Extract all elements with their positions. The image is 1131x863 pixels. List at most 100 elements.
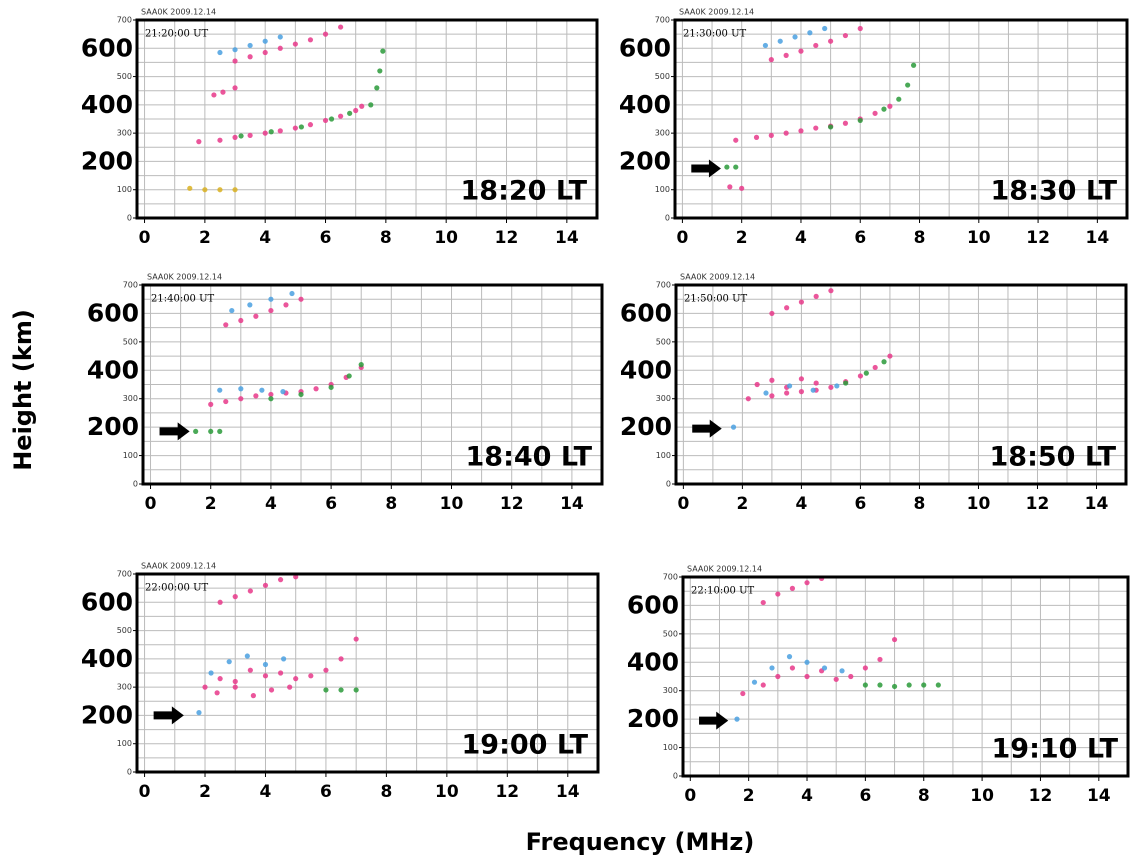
trace-point	[804, 580, 810, 586]
trace-point	[253, 313, 259, 319]
trace-point	[232, 684, 238, 690]
trace-point	[280, 389, 286, 395]
trace-point	[374, 85, 380, 91]
x-tick-label: 14	[1086, 228, 1110, 248]
plot-frame	[673, 18, 1129, 220]
x-tick-label: 6	[320, 228, 332, 248]
y-tick-label: 100	[123, 451, 138, 460]
trace-point	[268, 296, 274, 302]
trace-point	[783, 130, 789, 136]
trace-point	[804, 659, 810, 665]
y-tick-label: 0	[127, 214, 132, 223]
station-label: SAA0K 2009.12.14	[679, 8, 754, 17]
x-tick-label: 12	[1026, 494, 1050, 514]
y-major-tick-label: 400	[619, 90, 671, 119]
trace-point	[730, 424, 737, 430]
trace-point	[307, 37, 314, 43]
x-tick-label: 12	[1029, 786, 1053, 806]
trace-point	[754, 381, 760, 388]
trace-point	[217, 599, 223, 605]
trace-point	[857, 373, 864, 379]
trace-point	[863, 370, 869, 376]
trace-point	[217, 676, 223, 682]
trace-point	[338, 687, 344, 693]
x-tick-label: 8	[914, 228, 926, 248]
trace-point	[232, 85, 238, 91]
y-major-tick-label: 200	[627, 704, 679, 733]
x-tick-label: 10	[440, 494, 464, 514]
trace-point	[353, 636, 359, 642]
trace-point	[308, 673, 314, 679]
ut-label: 21:30:00 UT	[683, 29, 747, 40]
x-tick-label: 10	[967, 494, 991, 514]
trace-point	[211, 92, 217, 98]
trace-point	[238, 386, 244, 392]
trace-point	[727, 184, 733, 190]
trace-point	[380, 48, 386, 54]
station-label: SAA0K 2009.12.14	[680, 273, 755, 282]
trace-point	[769, 377, 775, 383]
trace-point	[226, 659, 232, 665]
x-tick-label: 2	[736, 494, 748, 514]
trace-point	[232, 134, 238, 140]
trace-point	[262, 582, 269, 588]
trace-point	[253, 393, 259, 399]
x-tick-label: 12	[495, 782, 519, 802]
trace-point	[839, 668, 845, 674]
trace-point	[217, 428, 223, 435]
trace-point	[935, 682, 941, 688]
station-label: SAA0K 2009.12.14	[147, 273, 222, 282]
trace-point	[232, 47, 238, 53]
trace-point	[358, 362, 364, 368]
trace-point	[857, 117, 863, 124]
trace-point	[887, 103, 893, 109]
trace-point	[187, 185, 193, 191]
trace-point	[238, 133, 244, 139]
trace-point	[789, 665, 796, 671]
x-tick-label: 8	[385, 494, 397, 514]
trace-point	[196, 710, 202, 716]
trace-point	[238, 396, 244, 402]
x-tick-label: 6	[320, 782, 332, 802]
trace-point	[789, 585, 796, 591]
y-major-tick-label: 600	[81, 587, 133, 616]
trace-point	[751, 679, 758, 685]
trace-point	[798, 376, 805, 382]
trace-point	[872, 364, 878, 371]
x-tick-label: 8	[380, 228, 392, 248]
trace-point	[813, 42, 819, 49]
trace-point	[247, 132, 253, 139]
trace-point	[724, 164, 730, 170]
trace-point	[828, 288, 834, 294]
trace-point	[784, 390, 790, 396]
lt-label: 18:40 LT	[466, 442, 593, 473]
y-tick-label: 0	[127, 768, 132, 777]
trace-point	[798, 48, 804, 54]
y-tick-label: 100	[117, 739, 132, 748]
trace-point	[262, 673, 269, 679]
x-tick-label: 4	[260, 782, 272, 802]
y-tick-label: 100	[663, 743, 678, 752]
x-tick-label: 8	[380, 782, 392, 802]
trace-point	[268, 687, 275, 693]
plot-frame	[135, 18, 599, 220]
ut-label: 22:00:00 UT	[145, 583, 209, 594]
y-tick-label: 100	[655, 185, 670, 194]
trace-point	[828, 124, 834, 130]
y-major-tick-label: 200	[619, 146, 671, 175]
trace-point	[775, 673, 781, 680]
arrow	[692, 419, 722, 438]
trace-point	[223, 322, 229, 328]
trace-point	[268, 129, 274, 135]
x-tick-label: 2	[743, 786, 755, 806]
trace-point	[896, 96, 902, 102]
y-tick-label: 100	[117, 185, 132, 194]
trace-point	[322, 31, 329, 37]
x-tick-label: 0	[677, 494, 689, 514]
trace-point	[338, 24, 344, 30]
x-tick-label: 14	[556, 782, 580, 802]
trace-point	[328, 116, 335, 122]
lt-label: 18:30 LT	[991, 176, 1118, 207]
